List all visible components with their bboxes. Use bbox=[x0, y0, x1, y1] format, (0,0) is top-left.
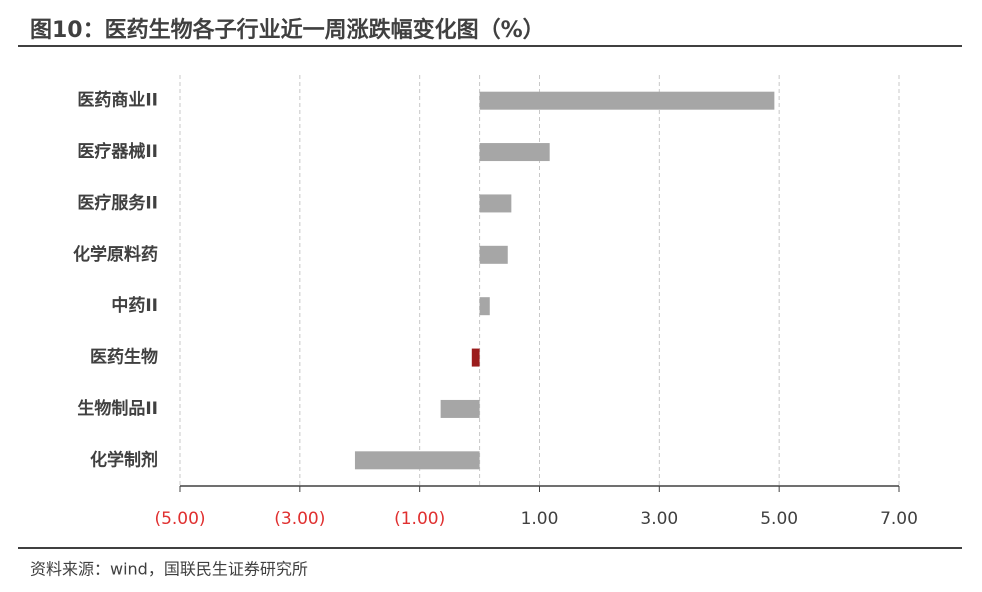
bar bbox=[479, 297, 490, 316]
y-tick-label: 中药II bbox=[111, 295, 158, 316]
source: 资料来源：wind，国联民生证券研究所 bbox=[30, 560, 308, 579]
chart-title: 图10：医药生物各子行业近一周涨跌幅变化图（%） bbox=[30, 17, 545, 43]
bar bbox=[479, 245, 508, 264]
bar bbox=[354, 451, 480, 470]
x-tick-label: 5.00 bbox=[760, 509, 798, 529]
bar bbox=[471, 348, 480, 367]
y-tick-label: 医药商业II bbox=[77, 90, 158, 111]
bar bbox=[440, 399, 480, 418]
y-tick-label: 医疗器械II bbox=[77, 141, 158, 162]
y-tick-label: 化学制剂 bbox=[90, 449, 158, 470]
x-tick-label: (1.00) bbox=[394, 509, 445, 529]
x-tick-label: 7.00 bbox=[880, 509, 918, 529]
y-tick-label: 医药生物 bbox=[90, 347, 158, 368]
x-tick-label: (3.00) bbox=[274, 509, 325, 529]
x-tick-label: 3.00 bbox=[640, 509, 678, 529]
x-tick-label: (5.00) bbox=[154, 509, 205, 529]
y-tick-label: 生物制品II bbox=[77, 398, 158, 419]
x-tick-label: 1.00 bbox=[521, 509, 559, 529]
y-tick-label: 化学原料药 bbox=[73, 244, 158, 265]
bar bbox=[479, 194, 512, 213]
y-tick-label: 医疗服务II bbox=[77, 192, 158, 213]
bar bbox=[479, 143, 550, 162]
bar bbox=[479, 91, 775, 110]
